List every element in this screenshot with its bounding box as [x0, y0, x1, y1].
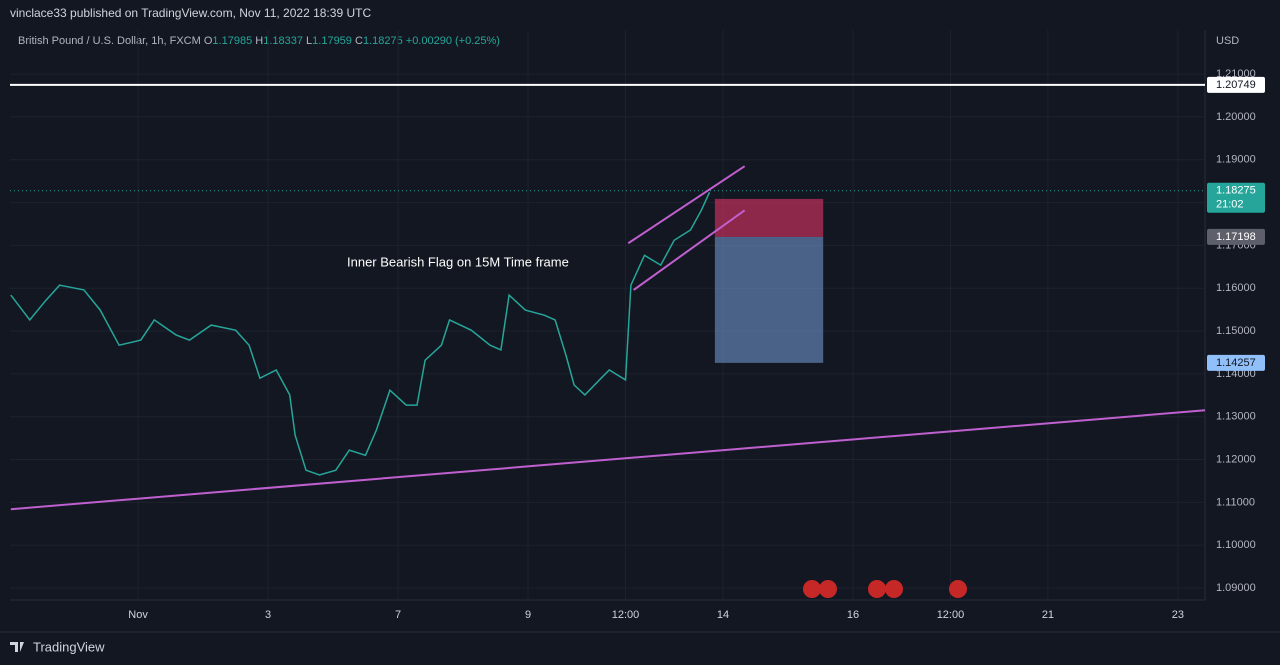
x-tick-label: 21 — [1042, 609, 1054, 621]
y-tick-label: 1.12000 — [1216, 453, 1256, 465]
annotation: Inner Bearish Flag on 15M Time frame — [347, 254, 569, 269]
countdown: 21:02 — [1216, 199, 1244, 211]
symbol: British Pound / U.S. Dollar, 1h, FXCM — [18, 35, 201, 47]
logo — [10, 642, 24, 652]
y-tick-label: 1.13000 — [1216, 411, 1256, 423]
price-tag — [1207, 228, 1265, 245]
x-tick-label: 9 — [525, 609, 531, 621]
event-icon — [885, 580, 903, 598]
level-tag-label: 1.20749 — [1216, 79, 1256, 91]
high: 1.18337 — [263, 35, 303, 47]
x-tick-label: 3 — [265, 609, 271, 621]
x-tick-label: 23 — [1172, 609, 1184, 621]
trend-line — [10, 409, 1206, 511]
x-tick-label: 12:00 — [937, 609, 965, 621]
y-tick-label: 1.19000 — [1216, 154, 1256, 166]
o-label: O — [204, 35, 213, 47]
event-icon — [868, 580, 886, 598]
change: +0.00290 (+0.25%) — [406, 35, 500, 47]
y-tick-label: 1.16000 — [1216, 282, 1256, 294]
x-tick-label: Nov — [128, 609, 148, 621]
publish-info: vinclace33 published on TradingView.com,… — [10, 6, 371, 20]
event-icon — [949, 580, 967, 598]
close: 1.18275 — [363, 35, 403, 47]
x-tick-label: 12:00 — [612, 609, 640, 621]
price-line — [10, 191, 711, 476]
trend-line — [627, 165, 746, 245]
brand: TradingView — [33, 639, 105, 654]
price-tag — [1207, 354, 1265, 371]
y-tick-label: 1.10000 — [1216, 539, 1256, 551]
y-tick-label: 1.15000 — [1216, 325, 1256, 337]
price-tag-label: 1.17198 — [1216, 231, 1256, 243]
currency: USD — [1216, 35, 1239, 47]
level-tag — [1207, 76, 1265, 93]
trend-line — [633, 209, 746, 291]
last-price-tag — [1207, 182, 1265, 213]
stop-zone — [714, 198, 824, 237]
h-label: H — [255, 35, 263, 47]
x-tick-label: 16 — [847, 609, 859, 621]
y-tick-label: 1.09000 — [1216, 582, 1256, 594]
last-price-tag-label: 1.18275 — [1216, 185, 1256, 197]
open: 1.17985 — [212, 35, 252, 47]
y-tick-label: 1.11000 — [1216, 496, 1255, 508]
event-icons — [803, 580, 967, 598]
x-tick-label: 14 — [717, 609, 729, 621]
price-tag-label: 1.14257 — [1216, 357, 1256, 369]
c-label: C — [355, 35, 363, 47]
event-icon — [803, 580, 821, 598]
y-tick-label: 1.20000 — [1216, 111, 1256, 123]
legend: British Pound / U.S. Dollar, 1h, FXCM O1… — [18, 35, 500, 47]
x-tick-label: 7 — [395, 609, 401, 621]
low: 1.17959 — [312, 35, 352, 47]
target-zone — [714, 236, 824, 363]
l-label: L — [306, 35, 312, 47]
event-icon — [819, 580, 837, 598]
plot: 1.090001.100001.110001.120001.130001.140… — [10, 30, 1256, 621]
